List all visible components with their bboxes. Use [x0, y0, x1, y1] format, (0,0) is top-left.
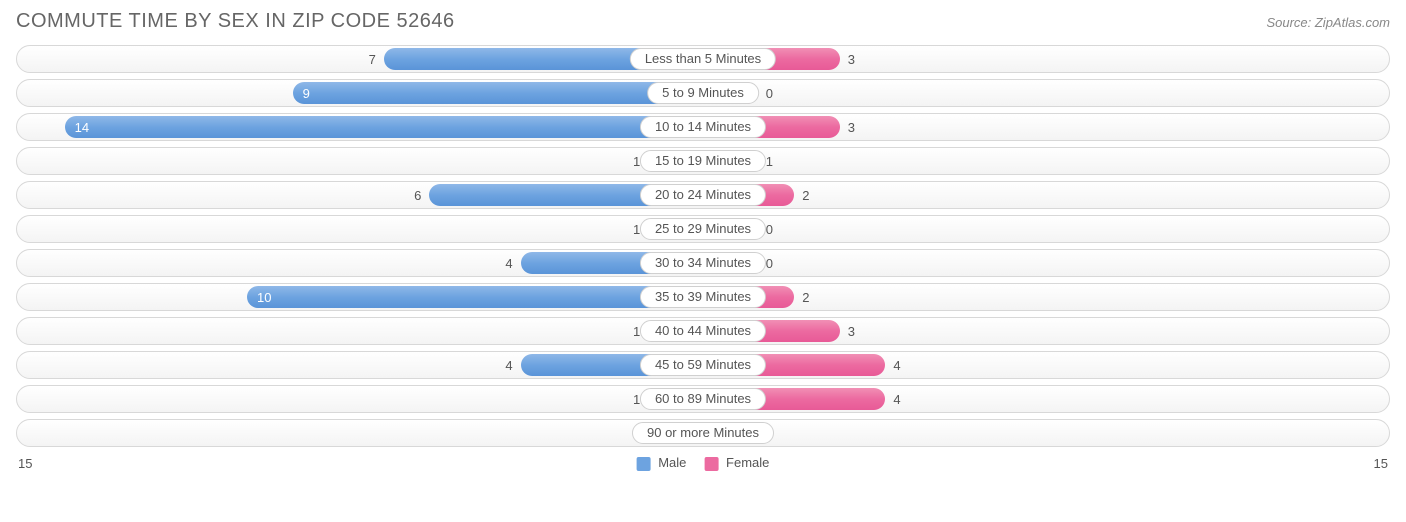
- female-half: 2: [703, 286, 1387, 308]
- male-bar: 14: [65, 116, 703, 138]
- row-label: 35 to 39 Minutes: [640, 286, 766, 308]
- male-half: 4: [19, 354, 703, 376]
- chart-row: 9 05 to 9 Minutes: [16, 79, 1390, 107]
- chart-row: 1025 to 29 Minutes: [16, 215, 1390, 243]
- row-label: 10 to 14 Minutes: [640, 116, 766, 138]
- row-label: 60 to 89 Minutes: [640, 388, 766, 410]
- female-half: 0: [703, 422, 1387, 444]
- legend-male: Male: [637, 455, 687, 471]
- axis-max-left: 15: [18, 456, 32, 471]
- male-half: 14: [19, 116, 703, 138]
- male-half: 1: [19, 150, 703, 172]
- row-label: 5 to 9 Minutes: [647, 82, 759, 104]
- row-label: 20 to 24 Minutes: [640, 184, 766, 206]
- female-half: 0: [703, 82, 1387, 104]
- chart-row: 4 4 45 to 59 Minutes: [16, 351, 1390, 379]
- male-half: 10: [19, 286, 703, 308]
- male-half: 9: [19, 82, 703, 104]
- male-value: 7: [361, 52, 384, 67]
- chart-footer: 15 Male Female 15: [16, 453, 1390, 473]
- chart-row: 1 3 40 to 44 Minutes: [16, 317, 1390, 345]
- chart-row: 1115 to 19 Minutes: [16, 147, 1390, 175]
- female-half: 3: [703, 116, 1387, 138]
- female-half: 4: [703, 388, 1387, 410]
- female-value: 3: [840, 324, 863, 339]
- row-label: 90 or more Minutes: [632, 422, 774, 444]
- female-value: 4: [885, 358, 908, 373]
- legend-female-label: Female: [726, 455, 769, 470]
- male-half: 1: [19, 320, 703, 342]
- row-label: 40 to 44 Minutes: [640, 320, 766, 342]
- chart-title: Commute Time By Sex in Zip Code 52646: [16, 10, 455, 33]
- female-value: 2: [794, 290, 817, 305]
- row-label: 45 to 59 Minutes: [640, 354, 766, 376]
- female-half: 0: [703, 218, 1387, 240]
- male-half: 1: [19, 388, 703, 410]
- legend-female: Female: [704, 455, 769, 471]
- male-half: 4: [19, 252, 703, 274]
- female-value: 4: [885, 392, 908, 407]
- row-label: 15 to 19 Minutes: [640, 150, 766, 172]
- male-half: 6: [19, 184, 703, 206]
- chart-row: 6 2 20 to 24 Minutes: [16, 181, 1390, 209]
- chart-row: 0090 or more Minutes: [16, 419, 1390, 447]
- row-label: 25 to 29 Minutes: [640, 218, 766, 240]
- female-half: 3: [703, 48, 1387, 70]
- chart-row: 7 3 Less than 5 Minutes: [16, 45, 1390, 73]
- chart-row: 14 3 10 to 14 Minutes: [16, 113, 1390, 141]
- chart-body: 73Less than 5 Minutes905 to 9 Minutes143…: [16, 45, 1390, 447]
- chart-header: Commute Time By Sex in Zip Code 52646 So…: [16, 10, 1390, 33]
- legend: Male Female: [637, 455, 770, 471]
- male-value: 4: [497, 358, 520, 373]
- female-swatch-icon: [704, 457, 718, 471]
- chart-row: 1 4 60 to 89 Minutes: [16, 385, 1390, 413]
- female-half: 0: [703, 252, 1387, 274]
- female-half: 2: [703, 184, 1387, 206]
- male-swatch-icon: [637, 457, 651, 471]
- female-value: 0: [758, 86, 781, 101]
- female-value: 3: [840, 52, 863, 67]
- male-half: 1: [19, 218, 703, 240]
- legend-male-label: Male: [658, 455, 686, 470]
- chart-row: 10 2 35 to 39 Minutes: [16, 283, 1390, 311]
- female-value: 3: [840, 120, 863, 135]
- chart-source: Source: ZipAtlas.com: [1266, 15, 1390, 30]
- male-value: 9: [303, 86, 310, 101]
- female-half: 4: [703, 354, 1387, 376]
- male-value: 6: [406, 188, 429, 203]
- row-label: 30 to 34 Minutes: [640, 252, 766, 274]
- female-half: 1: [703, 150, 1387, 172]
- male-half: 7: [19, 48, 703, 70]
- row-label: Less than 5 Minutes: [630, 48, 776, 70]
- female-half: 3: [703, 320, 1387, 342]
- female-value: 2: [794, 188, 817, 203]
- male-value: 14: [75, 120, 89, 135]
- male-value: 10: [257, 290, 271, 305]
- chart-row: 4 030 to 34 Minutes: [16, 249, 1390, 277]
- axis-max-right: 15: [1374, 456, 1388, 471]
- male-bar: 10: [247, 286, 703, 308]
- male-half: 0: [19, 422, 703, 444]
- male-bar: 9: [293, 82, 703, 104]
- male-value: 4: [497, 256, 520, 271]
